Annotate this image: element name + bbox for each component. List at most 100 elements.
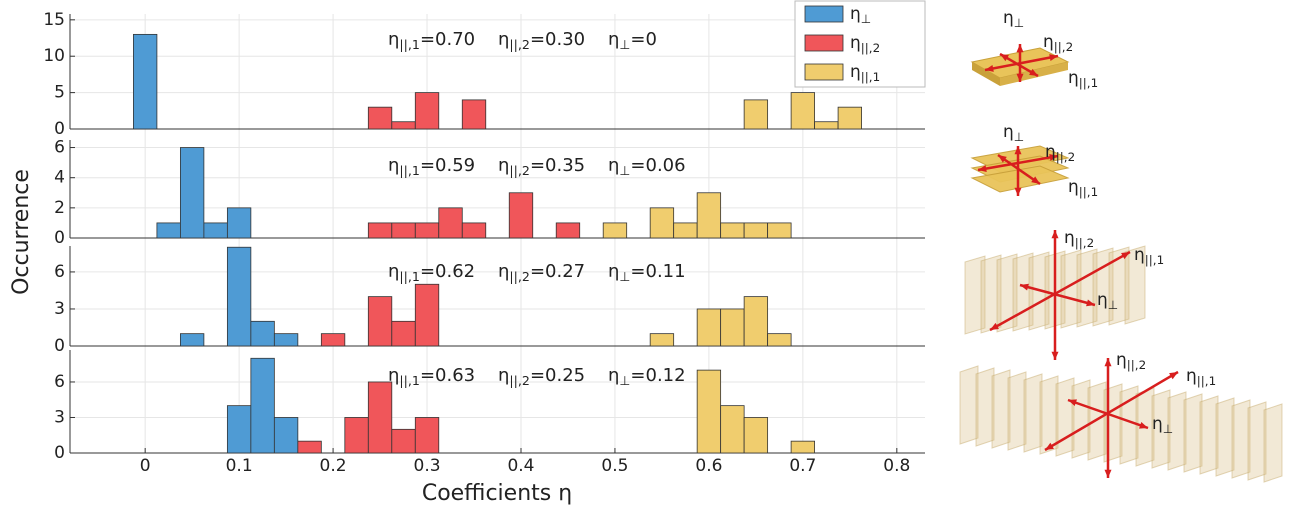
y-tick-label: 4 — [54, 168, 65, 188]
histogram-bar — [320, 333, 346, 347]
legend-swatch — [804, 63, 844, 81]
histogram-bar — [391, 428, 416, 454]
x-tick-label: 0.3 — [414, 456, 441, 476]
y-tick-label: 15 — [43, 10, 65, 30]
histogram-bar — [767, 333, 792, 347]
illustration-arrow — [984, 54, 1059, 72]
plane — [1263, 403, 1283, 483]
plane — [980, 254, 1002, 334]
plane — [991, 369, 1011, 449]
y-tick-label: 0 — [54, 443, 65, 463]
y-tick-label: 0 — [54, 336, 65, 356]
histogram-bar — [743, 296, 769, 347]
plane — [959, 365, 979, 445]
arrow-head — [978, 165, 987, 173]
arrow-head — [1016, 44, 1024, 53]
arrow-head — [1086, 299, 1095, 307]
arrow-head — [1139, 421, 1148, 429]
histogram-bar — [179, 147, 205, 239]
x-tick-label: 0.2 — [320, 456, 347, 476]
histogram-bar — [414, 222, 440, 239]
histogram-bar — [414, 283, 440, 347]
illustration-label: η⊥ — [1003, 122, 1024, 144]
legend-label: η⊥ — [850, 4, 871, 26]
arrow-head — [990, 322, 999, 330]
histogram-bar — [203, 222, 228, 239]
illustration-arrow — [989, 250, 1131, 332]
arrow-head — [1121, 252, 1130, 260]
x-tick-label: 0.5 — [601, 456, 628, 476]
legend-swatch — [804, 34, 844, 52]
histogram-bar — [743, 417, 769, 454]
legend-swatch — [804, 5, 844, 23]
y-tick-label: 6 — [54, 138, 65, 158]
histogram-bar — [696, 369, 722, 454]
arrow-head — [1045, 442, 1054, 450]
histogram-bar — [696, 308, 722, 347]
histogram-bar — [508, 192, 534, 239]
plane — [1039, 375, 1059, 455]
histogram-bar — [767, 222, 792, 239]
histogram-bar — [743, 99, 769, 130]
plane — [1007, 371, 1027, 451]
illustration-label: η||,1 — [1134, 245, 1164, 267]
y-tick-label: 3 — [54, 299, 65, 319]
histogram-bar — [790, 92, 816, 130]
y-axis-label: Occurrence — [9, 169, 34, 295]
x-tick-label: 0 — [140, 456, 151, 476]
arrow-head — [1169, 372, 1178, 380]
histogram-bar — [367, 296, 393, 347]
arrow-head — [1000, 54, 1009, 62]
annotation: η||,2=0.35 — [498, 155, 585, 178]
y-tick-label: 6 — [54, 262, 65, 282]
plane — [1124, 245, 1146, 325]
plane — [1231, 399, 1251, 479]
plane — [996, 253, 1018, 333]
plane — [1103, 383, 1123, 463]
illustrations: η⊥ η||,2 η||,1 η⊥ η||,2 η||,1 η||,2 η||,… — [1003, 8, 1216, 436]
y-tick-label: 0 — [54, 119, 65, 139]
illustration-label: η||,1 — [1186, 366, 1216, 388]
histogram-bar — [297, 440, 322, 454]
arrow-head — [1049, 153, 1058, 161]
histogram-bar — [461, 222, 487, 239]
histogram-bar — [133, 33, 158, 130]
arrow-head — [998, 155, 1007, 163]
y-tick-label: 10 — [43, 46, 65, 66]
illustration-arrow — [1067, 398, 1149, 430]
x-tick-label: 0.7 — [789, 456, 816, 476]
histogram-bar — [602, 222, 628, 239]
histogram-bar — [649, 333, 675, 347]
annotation: η||,1=0.70 — [388, 29, 475, 52]
histogram-bar — [837, 106, 862, 130]
illustration-label: η||,2 — [1116, 350, 1146, 372]
histogram-bar — [438, 207, 463, 239]
histogram-bar — [226, 207, 252, 239]
legend-label: η||,2 — [850, 33, 880, 55]
annotation: η||,1=0.59 — [388, 155, 475, 178]
histogram-bar — [273, 333, 299, 347]
plane — [1076, 248, 1098, 328]
histogram-bar — [250, 357, 275, 454]
slab-side — [972, 62, 1000, 86]
histogram-bar — [790, 440, 816, 454]
illustration-label: η||,2 — [1045, 142, 1075, 164]
annotation: η⊥=0 — [608, 29, 657, 52]
x-tick-label: 0.8 — [883, 456, 910, 476]
arrow-head — [1014, 187, 1022, 196]
plane — [975, 367, 995, 447]
histogram-bar — [273, 417, 299, 454]
histogram-bar — [250, 320, 275, 347]
histogram-bar — [344, 417, 369, 454]
plane — [1167, 391, 1187, 471]
y-tick-label: 0 — [54, 228, 65, 248]
illustration-label: η⊥ — [1097, 290, 1118, 312]
histogram-bar — [555, 222, 581, 239]
plane — [964, 255, 986, 335]
histogram-bar — [461, 99, 487, 130]
arrow-head — [1068, 399, 1077, 407]
y-tick-label: 3 — [54, 407, 65, 427]
annotation: η||,2=0.25 — [498, 365, 585, 388]
histogram-bar — [367, 222, 393, 239]
